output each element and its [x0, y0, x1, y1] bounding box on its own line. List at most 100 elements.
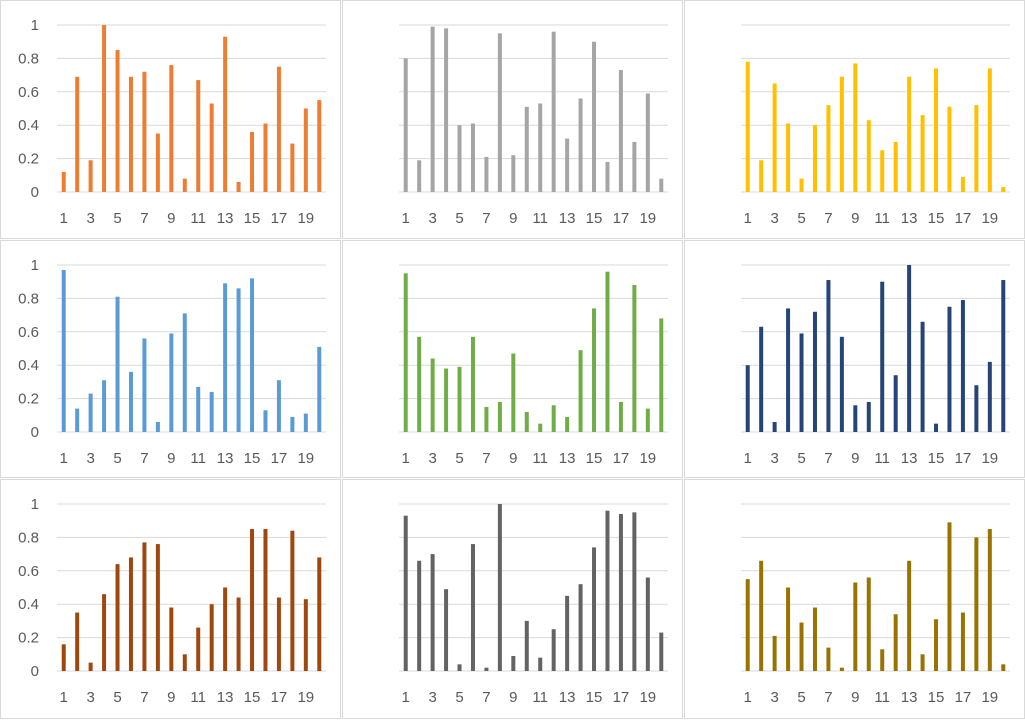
- x-tick-label: 13: [217, 450, 234, 467]
- bar: [169, 607, 174, 671]
- bar: [511, 353, 516, 432]
- bar: [605, 161, 610, 192]
- y-tick-label: 0.2: [18, 151, 39, 168]
- bar: [893, 614, 898, 671]
- x-tick-label: 13: [217, 210, 234, 227]
- bar: [866, 577, 871, 671]
- x-tick-label: 9: [509, 210, 517, 227]
- x-tick-label: 7: [824, 210, 832, 227]
- bar: [880, 281, 885, 432]
- bar: [645, 93, 650, 192]
- bar-chart-5: 1 3 5 7 9 11 13 15 17 19: [399, 264, 668, 467]
- bar: [524, 620, 529, 671]
- bar: [960, 176, 965, 192]
- bar: [102, 594, 107, 671]
- x-tick-label: 15: [586, 210, 603, 227]
- y-tick-label: 0.6: [18, 563, 39, 580]
- bar: [102, 380, 107, 432]
- bar: [960, 300, 965, 432]
- x-tick-label: 11: [874, 210, 890, 227]
- bar: [812, 311, 817, 432]
- bar: [947, 106, 952, 192]
- bar: [196, 627, 201, 671]
- bar: [839, 667, 844, 671]
- bar: [142, 338, 147, 432]
- bar: [209, 391, 214, 432]
- x-tick-label: 1: [402, 450, 410, 467]
- y-tick-label: 0.4: [18, 357, 39, 374]
- x-tick-label: 1: [744, 689, 752, 706]
- bar: [444, 589, 449, 671]
- x-tick-label: 17: [613, 450, 630, 467]
- x-tick-label: 13: [559, 210, 576, 227]
- bar: [772, 421, 777, 432]
- bar: [605, 510, 610, 671]
- x-tick-label: 13: [559, 689, 576, 706]
- bar-chart-7: 00.20.40.60.811 3 5 7 9 11 13 15 17 19: [18, 496, 326, 706]
- bar: [772, 83, 777, 192]
- y-tick-label: 0.8: [18, 50, 39, 67]
- bar: [853, 582, 858, 671]
- x-tick-label: 1: [60, 210, 68, 227]
- x-tick-label: 5: [455, 210, 463, 227]
- bar: [592, 547, 597, 671]
- x-tick-label: 13: [559, 450, 576, 467]
- x-tick-label: 3: [770, 689, 778, 706]
- bar: [812, 125, 817, 192]
- bar: [920, 654, 925, 671]
- bar: [538, 657, 543, 671]
- bar: [659, 318, 664, 432]
- bar: [209, 604, 214, 671]
- x-tick-label: 1: [60, 450, 68, 467]
- bar: [470, 336, 475, 432]
- bar: [196, 386, 201, 432]
- bar: [907, 560, 912, 671]
- x-tick-label: 17: [613, 689, 630, 706]
- bar: [987, 68, 992, 192]
- bar: [1001, 664, 1006, 671]
- bar: [812, 607, 817, 671]
- x-tick-label: 15: [586, 689, 603, 706]
- bar: [745, 365, 750, 432]
- bar: [403, 273, 408, 432]
- y-tick-label: 0: [31, 663, 39, 680]
- bar: [263, 529, 268, 671]
- bar: [538, 103, 543, 192]
- x-tick-label: 15: [244, 210, 261, 227]
- bar: [290, 530, 295, 671]
- bar: [745, 579, 750, 671]
- chart-panel-4: 0 0.2 0.4 0.6 0.8 1 1 3 5 7 9 11 13 15 17 19: [0, 240, 341, 478]
- bar: [155, 133, 160, 192]
- chart-panel-2: 1 3 5 7 9 11 13 15 17 19: [342, 0, 683, 239]
- bar: [276, 380, 281, 432]
- bar: [115, 296, 120, 432]
- x-tick-label: 19: [297, 689, 314, 706]
- bar: [209, 103, 214, 192]
- bar: [839, 336, 844, 432]
- x-tick-label: 13: [901, 210, 918, 227]
- bar: [470, 123, 475, 192]
- x-tick-label: 19: [639, 689, 656, 706]
- x-tick-label: 15: [244, 689, 261, 706]
- bar: [786, 308, 791, 432]
- bar: [826, 105, 831, 192]
- x-tick-label: 19: [981, 450, 998, 467]
- y-tick-label: 0.6: [18, 84, 39, 101]
- bar: [457, 366, 462, 432]
- bar: [618, 70, 623, 192]
- bar: [759, 326, 764, 432]
- chart-panel-6: 1 3 5 7 9 11 13 15 17 19: [684, 240, 1025, 478]
- bar: [142, 71, 147, 192]
- bar: [457, 125, 462, 192]
- bar: [920, 321, 925, 432]
- bar: [551, 31, 556, 193]
- bar: [155, 544, 160, 671]
- bar: [632, 141, 637, 192]
- bar: [317, 346, 322, 432]
- x-tick-label: 3: [86, 450, 94, 467]
- x-tick-label: 15: [586, 450, 603, 467]
- x-tick-label: 3: [428, 689, 436, 706]
- bar: [484, 406, 489, 432]
- bar: [578, 350, 583, 432]
- bar: [947, 306, 952, 432]
